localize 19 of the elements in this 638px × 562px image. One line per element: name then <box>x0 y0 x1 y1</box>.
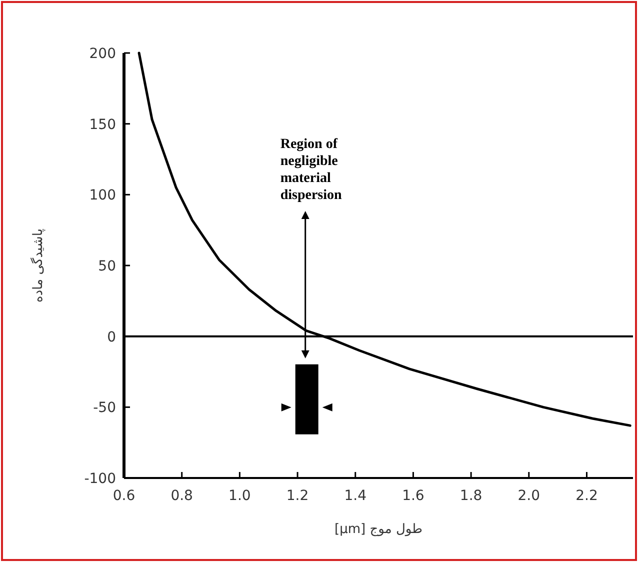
x-tick-label: 1.0 <box>228 488 251 504</box>
annotation: Region of negligible material dispersion <box>280 137 342 203</box>
y-tick-label: 0 <box>107 329 116 346</box>
y-axis-title: پاشیدگی ماده <box>30 228 46 302</box>
y-tick-label: 50 <box>98 258 116 274</box>
y-tick-label: 100 <box>89 188 116 204</box>
x-tick-label: 1.2 <box>286 488 309 504</box>
x-tick-label: 0.8 <box>170 488 193 504</box>
y-tick-label: 200 <box>89 46 116 62</box>
x-tick-label: 2.2 <box>576 488 598 504</box>
y-tick-label: -100 <box>84 471 116 487</box>
x-tick-label: 1.6 <box>402 488 424 504</box>
x-axis-title: طول موج [μm] <box>334 522 422 537</box>
y-tick-label: -50 <box>93 400 116 416</box>
x-tick-label: 0.6 <box>112 488 136 504</box>
x-tick-label: 2.0 <box>518 488 540 504</box>
y-tick-label: 150 <box>89 116 116 133</box>
x-tick-label: 1.8 <box>460 488 482 504</box>
x-tick-label: 1.4 <box>344 488 367 504</box>
